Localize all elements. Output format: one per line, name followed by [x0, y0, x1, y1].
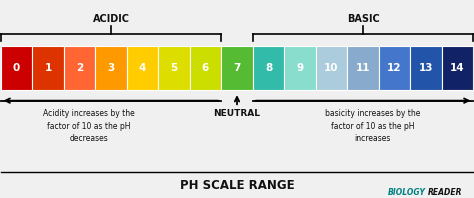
Text: 4: 4	[139, 63, 146, 73]
Bar	[221, 46, 253, 90]
Text: BASIC: BASIC	[346, 14, 379, 24]
Text: 8: 8	[265, 63, 272, 73]
Text: Acidity increases by the
factor of 10 as the pH
decreases: Acidity increases by the factor of 10 as…	[43, 109, 135, 143]
Bar	[379, 46, 410, 90]
Text: 0: 0	[13, 63, 20, 73]
Text: 7: 7	[233, 63, 241, 73]
Text: PH SCALE RANGE: PH SCALE RANGE	[180, 179, 294, 192]
Text: 9: 9	[296, 63, 303, 73]
Text: BIOLOGY: BIOLOGY	[388, 188, 426, 197]
Text: basicity increases by the
factor of 10 as the pH
increases: basicity increases by the factor of 10 a…	[325, 109, 420, 143]
Bar	[0, 46, 32, 90]
Bar	[32, 46, 64, 90]
Text: 13: 13	[419, 63, 433, 73]
Text: 6: 6	[202, 63, 209, 73]
Text: 14: 14	[450, 63, 465, 73]
Bar	[127, 46, 158, 90]
Bar	[442, 46, 474, 90]
Text: 1: 1	[45, 63, 52, 73]
Bar	[253, 46, 284, 90]
Text: NEUTRAL: NEUTRAL	[213, 109, 261, 118]
Text: 5: 5	[170, 63, 178, 73]
Text: 12: 12	[387, 63, 402, 73]
Text: READER: READER	[428, 188, 462, 197]
Text: 11: 11	[356, 63, 370, 73]
Bar	[95, 46, 127, 90]
Text: 3: 3	[107, 63, 115, 73]
Bar	[158, 46, 190, 90]
Bar	[316, 46, 347, 90]
Text: ACIDIC: ACIDIC	[92, 14, 129, 24]
Bar	[190, 46, 221, 90]
Text: 2: 2	[76, 63, 83, 73]
Bar	[64, 46, 95, 90]
Bar	[347, 46, 379, 90]
Bar	[284, 46, 316, 90]
Text: 10: 10	[324, 63, 339, 73]
Bar	[410, 46, 442, 90]
